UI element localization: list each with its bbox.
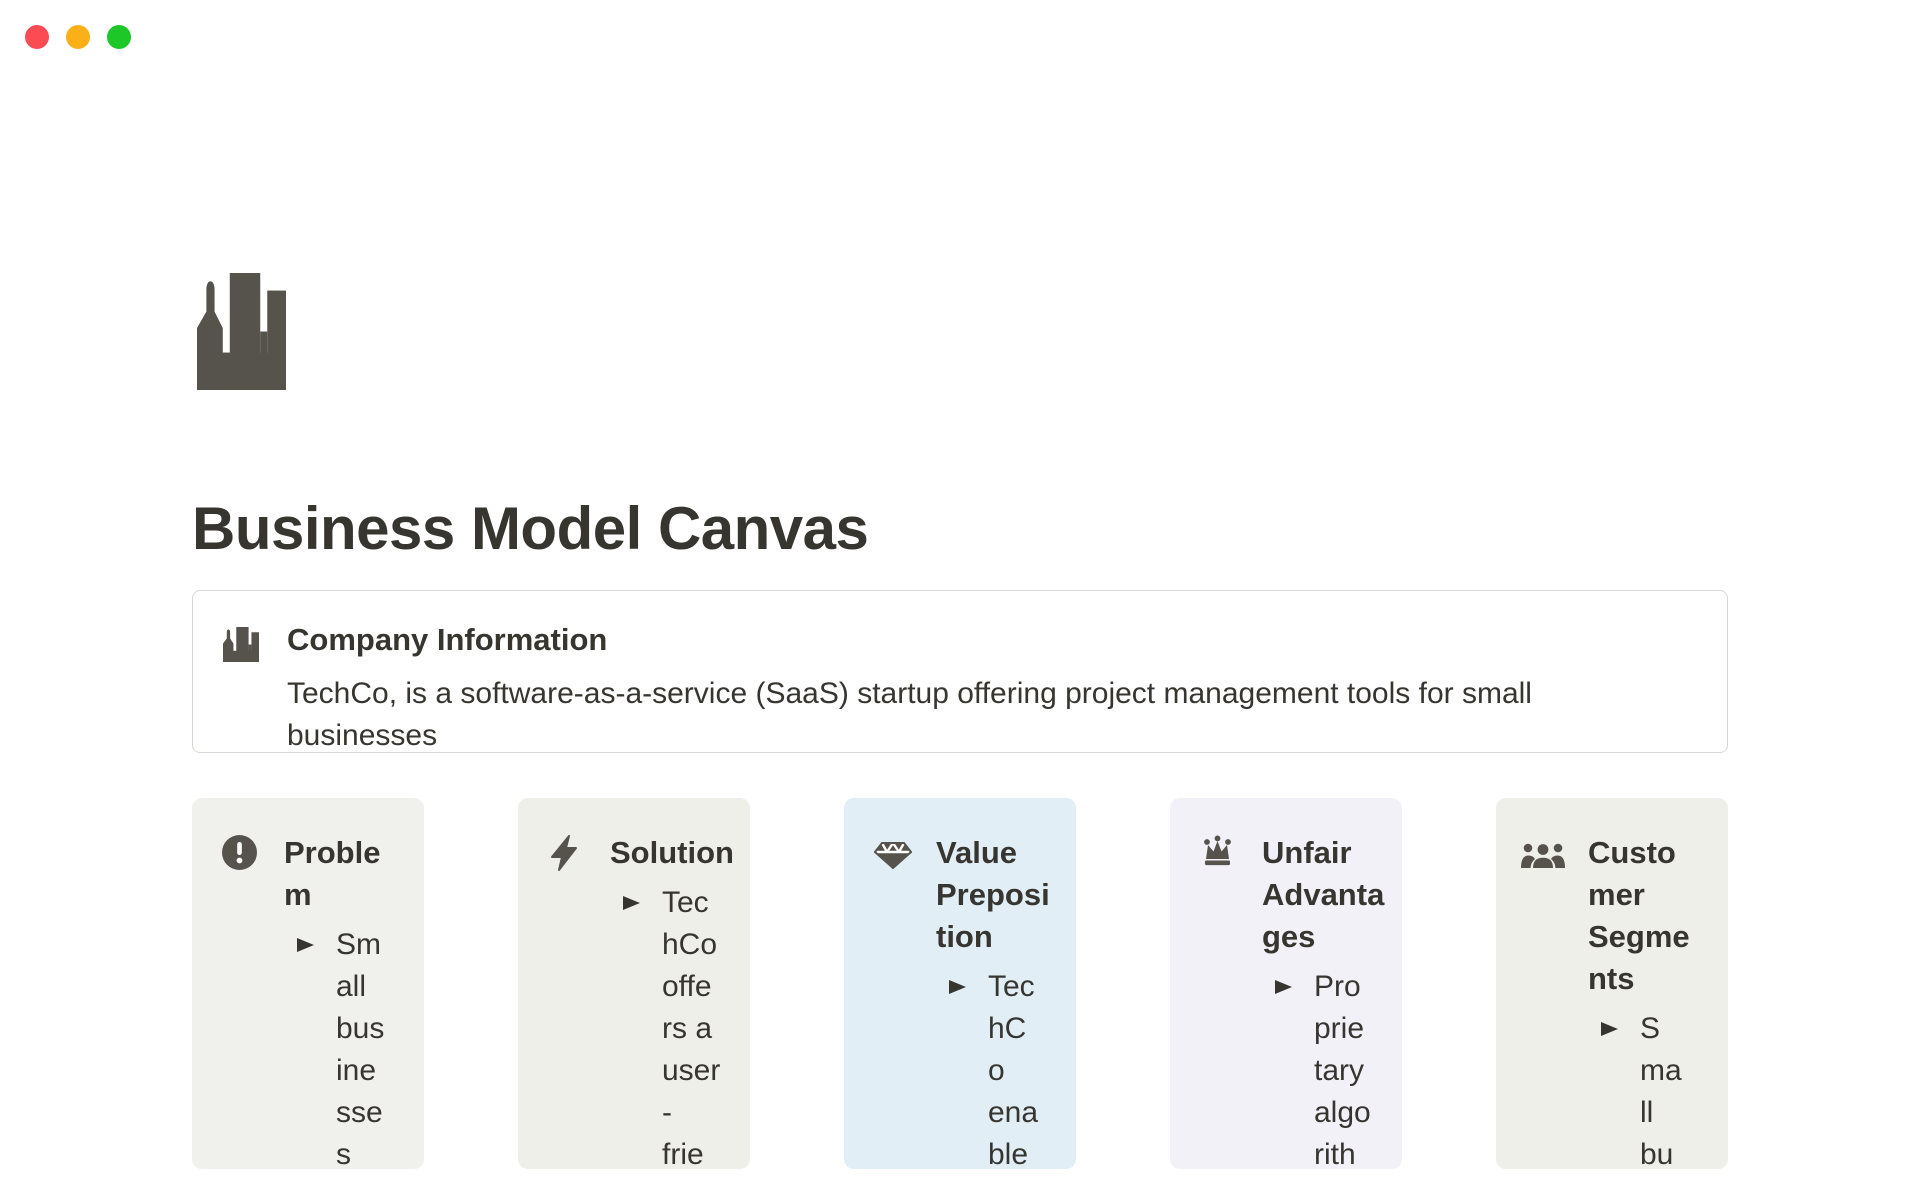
gem-icon [874, 832, 912, 958]
card-customer-segments: Custo mer Segme nts S ma ll bu [1496, 798, 1728, 1169]
people-icon [1521, 832, 1565, 1000]
card-title: Custo mer Segme nts [1588, 835, 1690, 996]
toggle-list-item: Sm all bus ine sse s [222, 924, 412, 1169]
city-buildings-icon [223, 627, 259, 662]
callout-title: Company Information [287, 622, 608, 657]
card-header: Value Preposi tion [874, 832, 1064, 958]
card-header: Proble m [222, 832, 412, 916]
toggle-triangle-icon[interactable] [1275, 980, 1292, 994]
city-buildings-icon[interactable] [197, 273, 286, 390]
card-solution: Solution Tec hCo offe rs a user - frie [518, 798, 750, 1169]
toggle-triangle-icon[interactable] [1601, 1022, 1618, 1036]
close-button[interactable] [25, 25, 49, 49]
card-title: Solution [610, 835, 734, 870]
toggle-list-item: Tec hCo offe rs a user - frie [548, 882, 738, 1169]
card-title: Proble m [284, 835, 381, 912]
toggle-item-text: Tec hCo offe rs a user - frie [662, 886, 721, 1169]
company-information-callout: Company Information TechCo, is a softwar… [192, 590, 1728, 753]
card-header: Solution [548, 832, 738, 874]
card-header: Unfair Advanta ges [1200, 832, 1390, 958]
toggle-item-text: Pro prie tary algo rith [1314, 970, 1371, 1169]
toggle-list-item: S ma ll bu [1526, 1008, 1716, 1169]
exclamation-circle-icon [222, 832, 257, 916]
minimize-button[interactable] [66, 25, 90, 49]
card-problem: Proble m Sm all bus ine sse s [192, 798, 424, 1169]
callout-body: TechCo, is a software-as-a-service (SaaS… [287, 677, 1532, 752]
toggle-triangle-icon[interactable] [297, 938, 314, 952]
toggle-item-text: Tec hC o ena ble [988, 970, 1039, 1169]
card-title: Value Preposi tion [936, 835, 1050, 954]
card-title: Unfair Advanta ges [1262, 835, 1385, 954]
page-title: Business Model Canvas [192, 495, 869, 562]
page-content: Business Model Canvas Company Informatio… [192, 0, 1728, 1169]
lightning-bolt-icon [548, 832, 583, 874]
toggle-list-item: Tec hC o ena ble [874, 966, 1064, 1169]
callout-text: Company Information TechCo, is a softwar… [287, 619, 1687, 752]
canvas-columns: Proble m Sm all bus ine sse s Solution Tec … [192, 798, 1728, 1169]
crown-icon [1200, 832, 1235, 958]
toggle-list-item: Pro prie tary algo rith [1200, 966, 1390, 1169]
toggle-triangle-icon[interactable] [623, 896, 640, 910]
zoom-button[interactable] [107, 25, 131, 49]
card-value-preposition: Value Preposi tion Tec hC o ena ble [844, 798, 1076, 1169]
toggle-item-text: Sm all bus ine sse s [336, 928, 385, 1169]
toggle-item-text: S ma ll bu [1640, 1012, 1682, 1169]
toggle-triangle-icon[interactable] [949, 980, 966, 994]
window-controls [25, 25, 131, 49]
card-header: Custo mer Segme nts [1521, 832, 1716, 1000]
card-unfair-advantages: Unfair Advanta ges Pro prie tary algo rit… [1170, 798, 1402, 1169]
